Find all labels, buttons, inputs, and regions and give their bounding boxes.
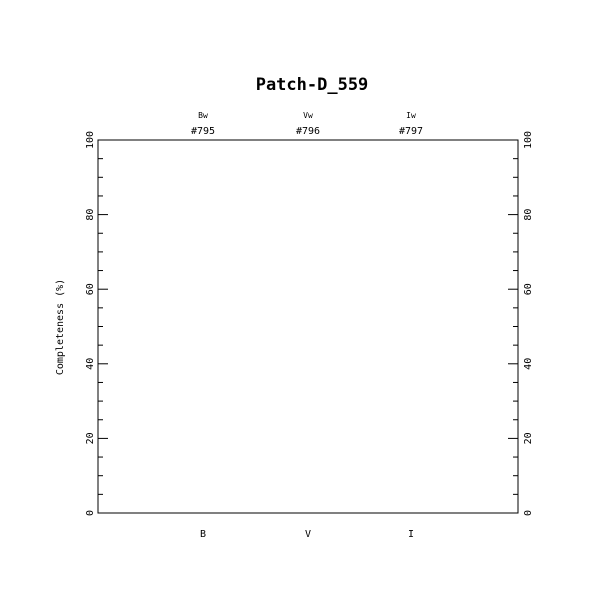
filter-label: Iw (406, 111, 416, 120)
chart-title: Patch-D_559 (256, 75, 369, 95)
chip-id-label: #795 (191, 126, 215, 137)
y-tick-label-right: 80 (523, 209, 534, 221)
plot-frame (97, 139, 519, 514)
chip-id-label: #796 (296, 126, 320, 137)
y-tick-label-left: 60 (85, 283, 96, 295)
y-tick-label-left: 100 (85, 131, 96, 149)
y-tick-label-right: 100 (523, 131, 534, 149)
y-tick-label-left: 0 (85, 510, 96, 516)
x-tick-label: V (305, 529, 311, 540)
chip-id-label: #797 (399, 126, 423, 137)
filter-label: Vw (303, 111, 313, 120)
y-tick-label-right: 40 (523, 358, 534, 370)
y-tick-label-left: 40 (85, 358, 96, 370)
x-tick-label: B (200, 529, 206, 540)
filter-label: Bw (198, 111, 208, 120)
y-tick-label-left: 80 (85, 209, 96, 221)
y-tick-label-right: 60 (523, 283, 534, 295)
y-tick-label-left: 20 (85, 432, 96, 444)
y-axis-label: Completeness (%) (55, 279, 66, 375)
y-tick-label-right: 0 (523, 510, 534, 516)
y-tick-label-right: 20 (523, 432, 534, 444)
x-tick-label: I (408, 529, 414, 540)
